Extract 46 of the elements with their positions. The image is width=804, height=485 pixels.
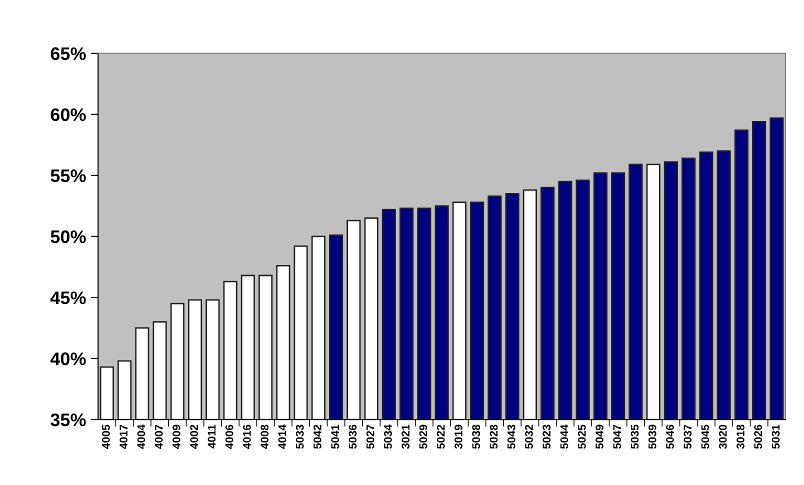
y-tick-label: 60% (50, 108, 86, 122)
x-tick-label: 5031 (772, 424, 780, 449)
x-tick-label: 5037 (684, 424, 692, 449)
x-tick-label: 4016 (243, 424, 251, 449)
x-tick-label: 5032 (525, 424, 533, 449)
x-tick-label: 3018 (736, 424, 744, 449)
x-tick-label: 5038 (472, 424, 480, 449)
y-tick-label: 35% (50, 413, 86, 426)
y-tick-label: 55% (50, 169, 86, 182)
x-tick-label: 5034 (384, 424, 392, 449)
x-tick-label: 4014 (278, 424, 286, 449)
y-tick-label: 40% (50, 352, 86, 366)
x-tick-label: 5029 (419, 424, 428, 449)
x-tick-label: 5044 (560, 424, 568, 449)
x-tick-label: 3020 (718, 424, 727, 449)
x-tick-label: 4002 (190, 424, 198, 449)
x-tick-label: 5023 (542, 424, 551, 449)
x-tick-label: 5049 (596, 424, 604, 449)
x-tick-label: 5046 (666, 424, 674, 449)
y-tick-label: 50% (50, 230, 86, 244)
x-tick-label: 4009 (172, 424, 180, 449)
x-tick-label: 5028 (490, 424, 498, 449)
x-tick-label: 4006 (225, 424, 234, 449)
x-tick-label: 5047 (613, 424, 622, 449)
x-tick-label: 5035 (630, 424, 639, 449)
x-tick-label: 5039 (648, 424, 656, 449)
x-tick-label: 4011 (208, 424, 216, 448)
x-tick-label: 5026 (754, 424, 762, 449)
y-tick-label: 65% (50, 47, 86, 60)
x-tick-label: 5025 (578, 424, 586, 449)
x-tick-label: 5041 (331, 424, 340, 449)
x-tick-label: 5027 (366, 424, 374, 449)
x-tick-label: 5045 (701, 424, 710, 449)
x-tick-label: 5042 (314, 424, 322, 449)
x-tick-label: 4005 (102, 424, 110, 449)
x-tick-label: 4007 (154, 424, 163, 449)
x-tick-label: 5043 (507, 424, 516, 449)
x-tick-label: 3021 (402, 424, 410, 449)
y-tick-label: 45% (50, 291, 86, 304)
x-tick-label: 5033 (296, 424, 304, 449)
x-tick-label: 4017 (120, 424, 128, 449)
x-tick-label: 5022 (436, 424, 445, 449)
x-tick-label: 4004 (137, 424, 146, 449)
x-tick-label: 4008 (260, 424, 269, 449)
x-tick-label: 5036 (348, 424, 357, 449)
x-tick-label: 3019 (454, 424, 462, 449)
